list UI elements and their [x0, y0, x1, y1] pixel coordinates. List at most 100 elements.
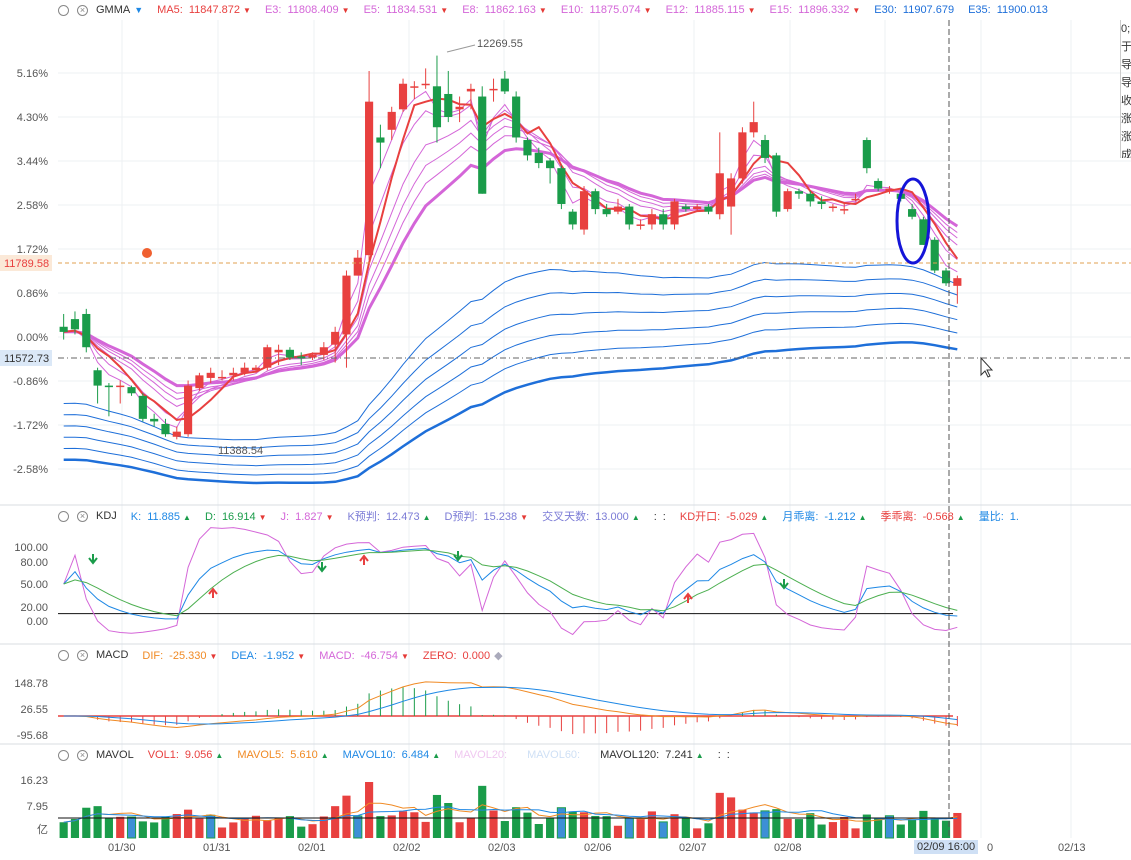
volume-bar	[184, 809, 193, 838]
volume-bar	[410, 812, 419, 838]
legend-item: E5: 11834.531 ▼	[364, 4, 449, 16]
candle	[138, 395, 147, 419]
gmma-long-line	[63, 341, 958, 485]
legend-value: -46.754	[360, 649, 398, 662]
ma5-line	[63, 97, 959, 421]
indicator-name: KDJ	[96, 510, 117, 522]
candle	[840, 209, 849, 211]
volume-bar	[851, 828, 860, 838]
candle	[398, 83, 408, 110]
legend-item: MAVOL20:	[454, 749, 513, 761]
price-tag: 11789.58	[4, 258, 49, 270]
volume-bar	[206, 814, 216, 839]
legend-value: -25.330	[169, 649, 207, 662]
kdj-k-line	[63, 547, 958, 620]
x-tick-label: 01/30	[108, 842, 136, 854]
close-icon[interactable]: ×	[77, 749, 88, 761]
y-tick-label: 4.30%	[17, 112, 48, 124]
indicator-name: GMMA	[96, 4, 131, 16]
candle	[704, 206, 713, 212]
y-tick-label: 5.16%	[17, 68, 48, 80]
candle	[500, 78, 509, 92]
close-icon[interactable]: ×	[77, 649, 88, 661]
candle	[274, 349, 283, 353]
legend-value: 11.885	[147, 511, 181, 523]
side-text: 导	[1121, 77, 1131, 89]
settings-icon[interactable]	[58, 510, 69, 522]
side-text: 涨	[1121, 131, 1131, 143]
legend-value: -0.568	[922, 511, 954, 523]
legend-value: 1.	[1009, 511, 1019, 523]
volume-bar	[353, 815, 363, 839]
dot-icon: ◆	[494, 649, 503, 662]
volume-bar	[930, 818, 939, 838]
close-icon[interactable]: ×	[77, 4, 88, 16]
volume-bar	[195, 818, 204, 838]
gmma-long-line	[63, 307, 958, 467]
legend-label: E15:	[769, 4, 793, 16]
volume-bar	[806, 813, 815, 838]
down-arrow-icon: ▼	[400, 651, 409, 661]
price-tag-bg	[0, 255, 52, 271]
settings-icon[interactable]	[58, 749, 69, 761]
up-arrow-icon: ▲	[760, 513, 769, 522]
gmma-long-line	[63, 278, 958, 449]
y-tick-label: 3.44%	[17, 156, 48, 168]
volume-bar	[263, 820, 272, 838]
volume-bar	[229, 822, 238, 838]
candle	[557, 168, 566, 204]
down-arrow-icon: ▼	[440, 6, 449, 15]
legend-item: E15: 11896.332 ▼	[770, 4, 861, 16]
legend-item: KD开口: -5.029 ▲	[680, 511, 768, 523]
kdj-j-line	[63, 527, 958, 636]
settings-icon[interactable]	[58, 4, 69, 16]
down-arrow-icon: ▼	[209, 651, 218, 661]
macd-dif-line	[63, 681, 958, 729]
highlight-ellipse	[895, 177, 931, 265]
candle	[862, 140, 871, 169]
up-arrow-icon: ▲	[432, 751, 441, 760]
legend-value: :	[662, 511, 666, 523]
volume-bar	[138, 821, 147, 838]
down-arrow-icon	[779, 579, 789, 590]
legend-label: D:	[204, 511, 216, 523]
volume-bar	[93, 806, 102, 838]
mavol-legend: × MAVOL VOL1: 9.056 ▲ MAVOL5: 5.610 ▲ MAVOL10:…	[0, 745, 744, 765]
volume-bar	[70, 818, 80, 838]
candle	[455, 106, 464, 110]
gmma-short-line	[63, 104, 958, 420]
high-label: 12269.55	[477, 38, 523, 50]
legend-item: 交叉天数: 13.000 ▲	[542, 511, 640, 523]
down-arrow-icon: ▼	[643, 6, 652, 15]
legend-item: MAVOL5: 5.610 ▲	[237, 749, 328, 761]
legend-item: 季乖离: -0.568 ▲	[881, 511, 965, 523]
up-arrow-icon	[683, 592, 693, 603]
candle	[602, 209, 611, 215]
candle	[930, 239, 939, 271]
volume-bar	[444, 803, 453, 838]
candle	[760, 140, 770, 158]
close-icon[interactable]: ×	[77, 510, 88, 522]
y-tick-label: 148.78	[14, 678, 48, 690]
volume-bar	[342, 795, 351, 838]
volume-bar	[455, 822, 464, 838]
side-text: 涨	[1121, 113, 1131, 125]
legend-label: K:	[130, 511, 142, 523]
x-tick-label: 02/01	[298, 842, 326, 854]
volume-bar	[579, 812, 589, 838]
legend-item: ZERO: 0.000 ◆	[423, 650, 503, 662]
chevron-down-icon[interactable]: ▼	[134, 5, 144, 15]
kdj-d-line	[63, 549, 958, 617]
volume-bar	[658, 821, 668, 839]
volume-bar	[941, 820, 951, 838]
candle	[953, 278, 962, 286]
legend-label: 月乖离:	[782, 511, 819, 523]
legend-label: E35:	[968, 4, 991, 16]
volume-bar	[331, 806, 340, 838]
gmma-short-line	[63, 117, 958, 407]
settings-icon[interactable]	[58, 649, 69, 661]
candle	[908, 209, 917, 217]
legend-item: ::	[718, 749, 730, 761]
volume-bar	[82, 807, 91, 838]
volume-bar	[126, 816, 137, 839]
